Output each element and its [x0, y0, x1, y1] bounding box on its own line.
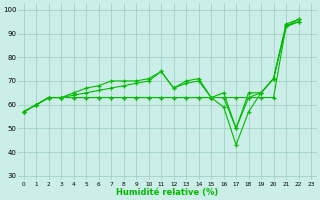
- X-axis label: Humidité relative (%): Humidité relative (%): [116, 188, 219, 197]
